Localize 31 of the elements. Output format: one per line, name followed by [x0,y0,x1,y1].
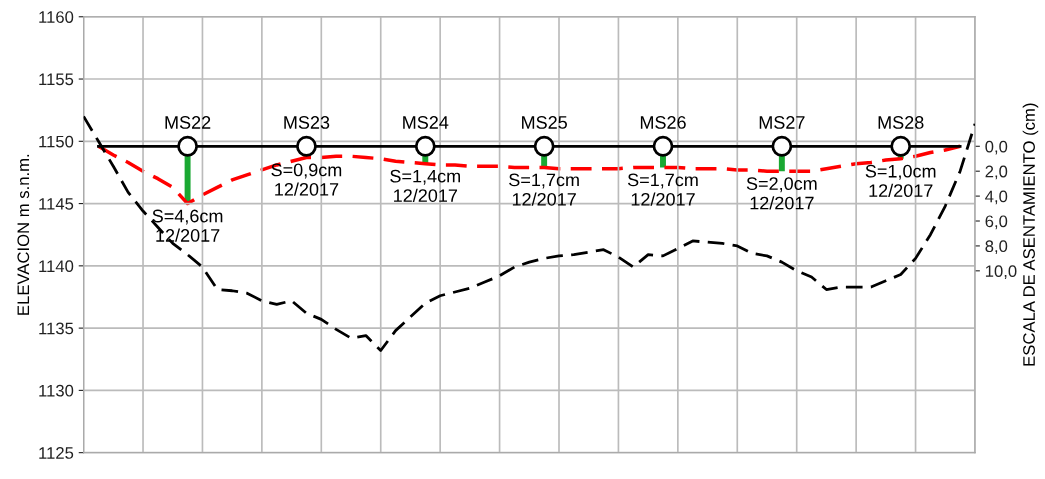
y2-tick-label: 10,0 [985,265,1017,279]
data-label: S=1,4cm 12/2017 [390,169,460,202]
y-tick-label: 1125 [39,447,74,459]
data-label: S=2,0cm 12/2017 [746,177,817,210]
y-tick-label: 1135 [39,322,74,335]
data-label: MS26 [640,116,686,129]
y-tick-label: 1140 [39,260,74,273]
y-axis-title: ELEVACION m s.n.m. [17,154,30,315]
y-tick-label: 1155 [39,73,74,86]
y2-tick-label: 2,0 [985,165,1008,180]
y-tick-label: 1150 [39,135,74,148]
data-label: MS22 [165,116,211,129]
line-series [83,115,975,352]
y2-tick-label: 6,0 [985,215,1008,230]
data-label: MS27 [759,116,805,129]
data-label: MS28 [878,116,924,129]
y-tick-label: 1130 [39,384,74,397]
data-label: S=1,0cm 12/2017 [865,164,936,198]
y-tick-label: 1160 [39,11,74,23]
data-label: S=1,7cm 12/2017 [627,173,698,206]
y2-tick-label: 0,0 [985,140,1008,155]
y2-tick-label: 8,0 [985,240,1008,255]
y2-axis-title: ESCALA DE ASENTAMIENTO (cm) [1022,103,1039,366]
data-label: MS25 [522,116,567,129]
data-label: S=1,7cm 12/2017 [509,173,579,206]
data-label: MS23 [284,116,330,129]
data-label: MS24 [403,116,449,129]
data-label: S=0,9cm 12/2017 [271,163,342,196]
y-tick-label: 1145 [39,198,74,210]
y2-tick-label: 4,0 [985,190,1008,205]
data-label: S=4,6cm 12/2017 [152,209,223,242]
